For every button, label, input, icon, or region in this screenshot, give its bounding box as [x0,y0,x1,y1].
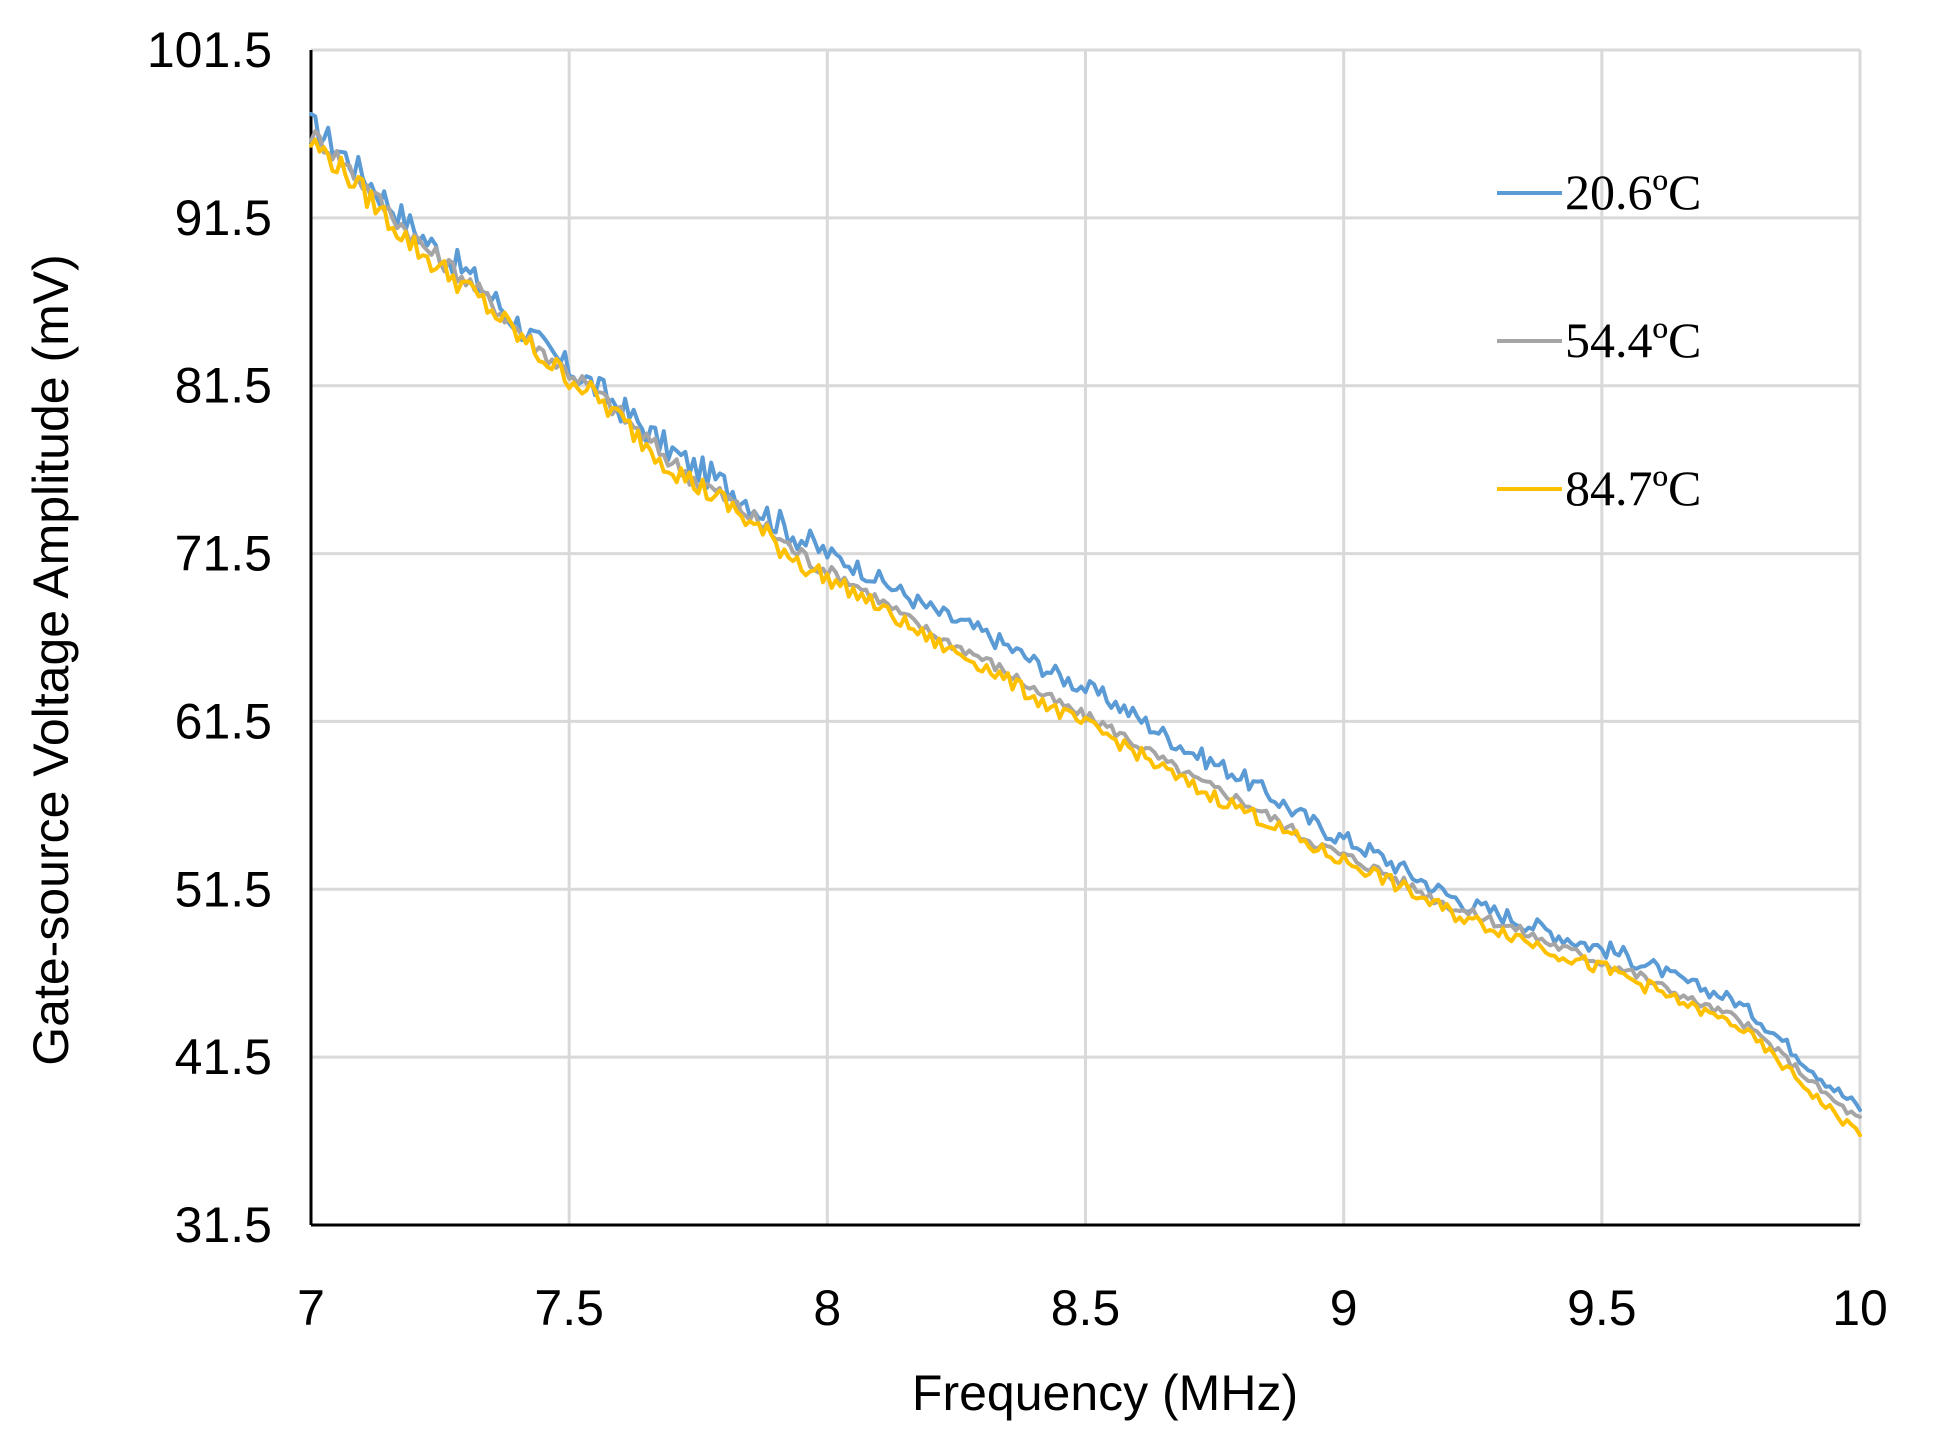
y-tick-label: 61.5 [175,693,272,749]
x-axis-title: Frequency (MHz) [912,1365,1298,1421]
x-tick-label: 9 [1330,1280,1358,1336]
grid [311,48,1862,1225]
series-group [309,112,1862,1138]
legend-label: 84.7ºC [1565,460,1701,516]
legend-label: 54.4ºC [1565,312,1701,368]
y-tick-label: 91.5 [175,190,272,246]
x-tick-label: 7 [297,1280,325,1336]
legend: 20.6ºC 54.4ºC 84.7ºC [1497,164,1701,516]
series-line-3 [309,137,1862,1138]
x-tick-label: 7.5 [534,1280,604,1336]
x-tick-label: 8.5 [1051,1280,1121,1336]
y-tick-label: 41.5 [175,1029,272,1085]
tick-labels: 31.5 41.5 51.5 61.5 71.5 81.5 91.5 101.5 7 7.5 8 8.… [147,22,1888,1336]
y-axis-title: Gate-source Voltage Amplitude (mV) [23,254,79,1066]
y-tick-label: 51.5 [175,861,272,917]
x-tick-label: 8 [813,1280,841,1336]
y-tick-label: 31.5 [175,1197,272,1253]
y-tick-label: 81.5 [175,358,272,414]
axes [309,50,1860,1227]
y-tick-label: 71.5 [175,526,272,582]
x-tick-label: 9.5 [1567,1280,1637,1336]
x-tick-label: 10 [1832,1280,1888,1336]
legend-label: 20.6ºC [1565,164,1701,220]
y-tick-label: 101.5 [147,22,272,78]
